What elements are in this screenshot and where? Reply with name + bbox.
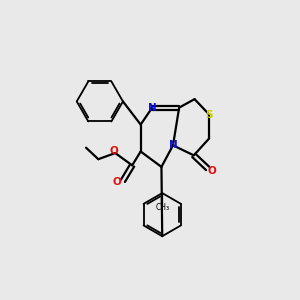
Text: N: N <box>148 103 157 112</box>
Text: O: O <box>109 146 118 157</box>
Text: O: O <box>207 166 216 176</box>
Text: S: S <box>206 110 213 119</box>
Text: O: O <box>112 177 121 187</box>
Text: N: N <box>169 140 177 150</box>
Text: CH₃: CH₃ <box>155 203 169 212</box>
